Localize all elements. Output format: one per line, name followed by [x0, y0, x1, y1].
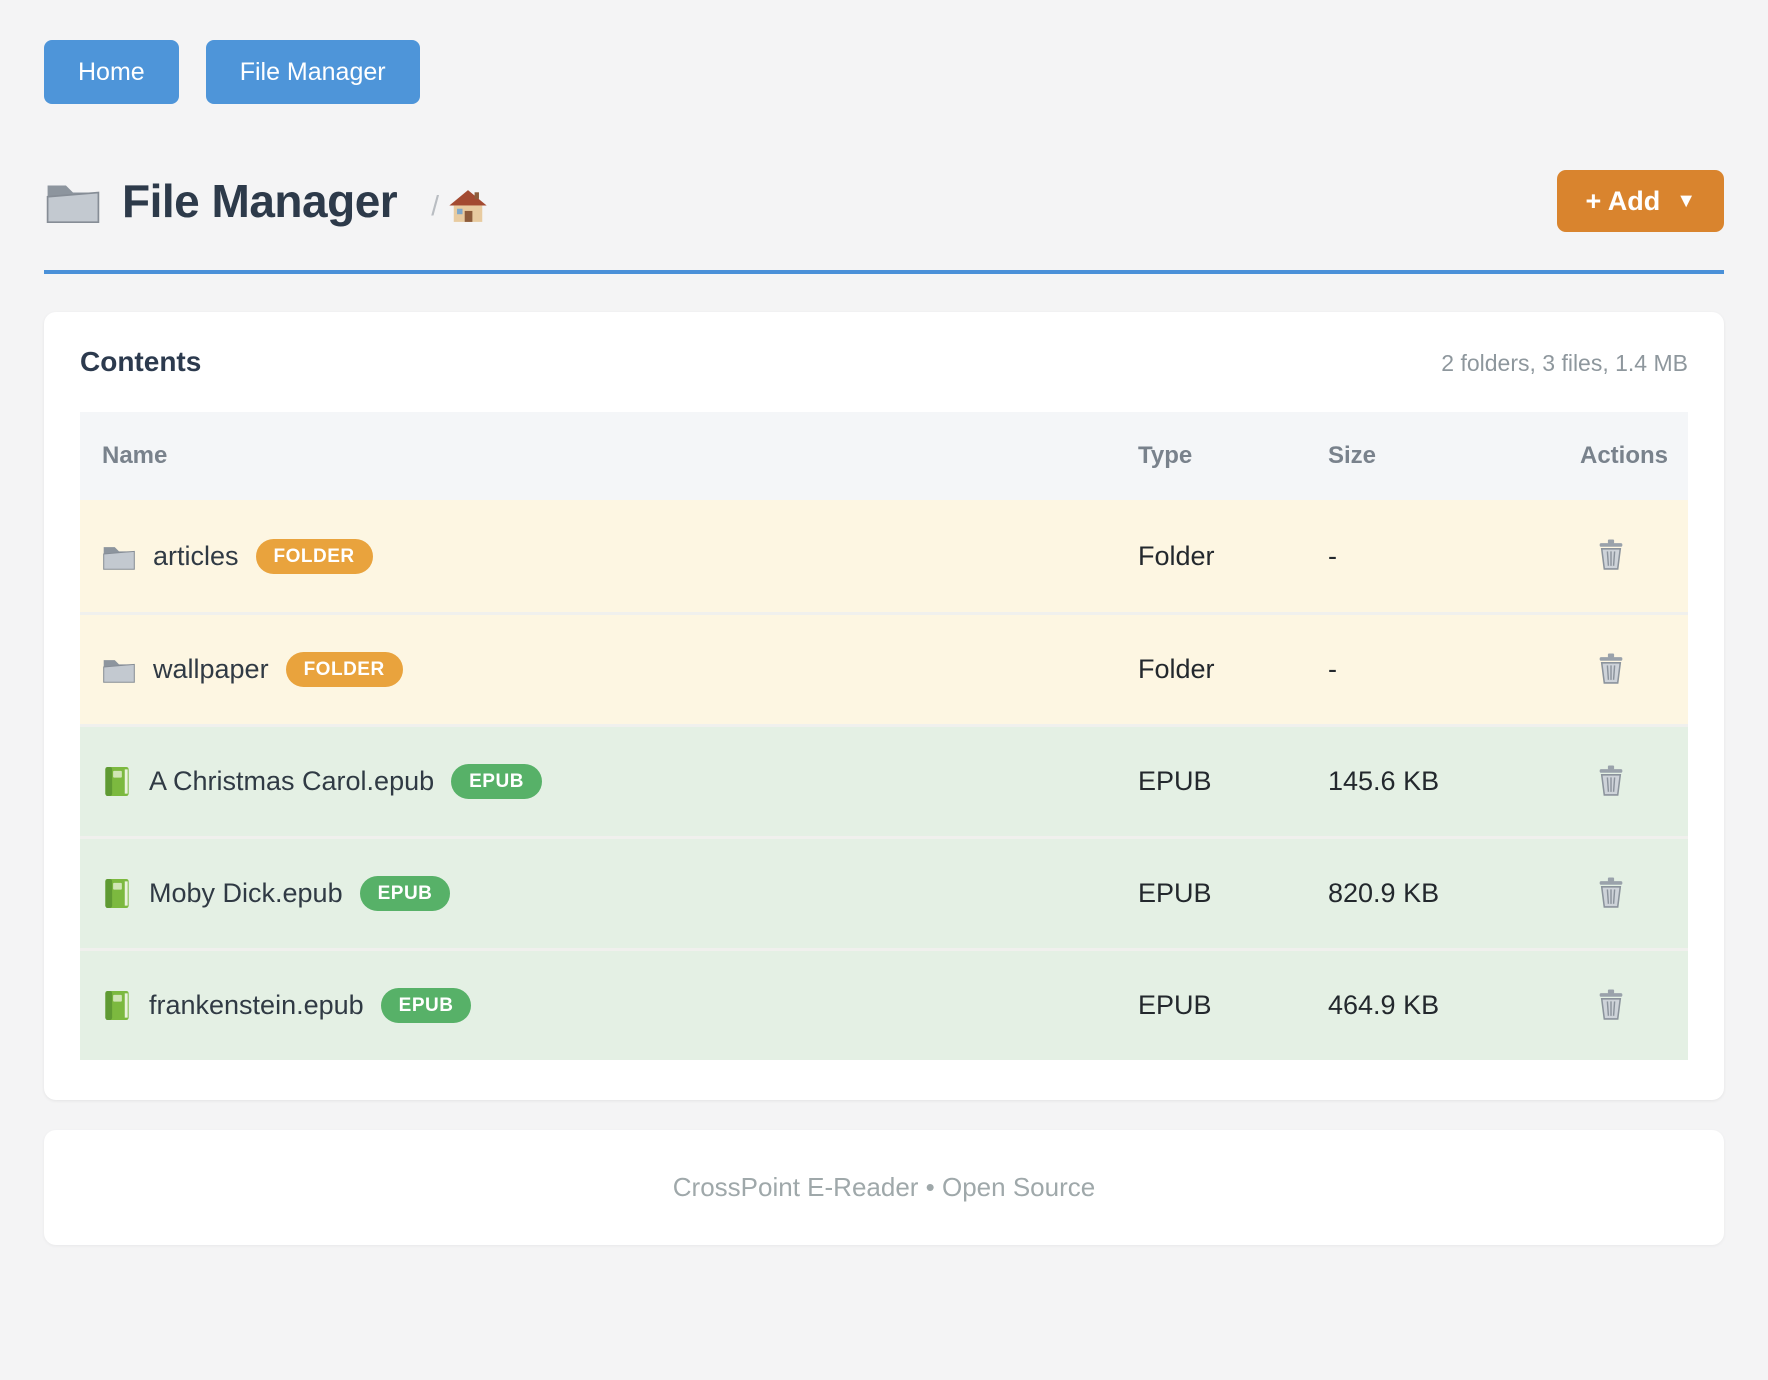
file-name[interactable]: frankenstein.epub: [149, 990, 364, 1020]
file-name[interactable]: articles: [153, 540, 239, 571]
page: Home File Manager File Manager / + Add ▼: [44, 40, 1724, 1245]
size-value: 464.9 KB: [1328, 990, 1440, 1020]
column-header-name: Name: [102, 442, 168, 469]
contents-card: Contents 2 folders, 3 files, 1.4 MB Name…: [44, 312, 1724, 1100]
table-row[interactable]: A Christmas Carol.epub EPUB EPUB 145.6 K…: [80, 724, 1688, 836]
type-badge: FOLDER: [255, 538, 373, 574]
table-row[interactable]: articles FOLDER Folder -: [80, 500, 1688, 612]
type-badge: EPUB: [359, 876, 451, 911]
column-header-type: Type: [1138, 442, 1193, 469]
add-button[interactable]: + Add ▼: [1557, 170, 1724, 232]
type-value: EPUB: [1138, 766, 1212, 796]
breadcrumb-separator: /: [431, 190, 439, 221]
trash-icon: [1596, 988, 1626, 1021]
book-icon: [102, 877, 132, 910]
column-header-actions: Actions: [1580, 442, 1669, 469]
delete-button[interactable]: [1592, 760, 1630, 801]
type-badge: EPUB: [451, 764, 542, 799]
size-value: -: [1328, 654, 1337, 684]
table-row[interactable]: frankenstein.epub EPUB EPUB 464.9 KB: [80, 948, 1688, 1060]
folder-icon: [102, 542, 136, 571]
type-value: EPUB: [1138, 990, 1212, 1020]
delete-button[interactable]: [1592, 984, 1630, 1025]
size-value: -: [1328, 540, 1337, 571]
size-value: 145.6 KB: [1328, 766, 1440, 796]
table-header-row: Name Type Size Actions: [80, 412, 1688, 500]
folder-icon: [102, 655, 136, 684]
home-button[interactable]: Home: [44, 40, 179, 104]
file-manager-button[interactable]: File Manager: [205, 40, 420, 104]
book-icon: [102, 989, 132, 1022]
page-title: File Manager: [122, 175, 398, 227]
folder-icon: [44, 177, 102, 225]
trash-icon: [1596, 652, 1626, 685]
header-divider: [44, 270, 1724, 274]
book-icon: [102, 765, 132, 798]
breadcrumb: /: [431, 189, 487, 223]
file-name[interactable]: Moby Dick.epub: [149, 878, 343, 908]
trash-icon: [1596, 764, 1626, 797]
contents-summary: 2 folders, 3 files, 1.4 MB: [1441, 350, 1688, 376]
trash-icon: [1596, 876, 1626, 909]
type-value: EPUB: [1138, 878, 1212, 908]
file-name[interactable]: A Christmas Carol.epub: [149, 766, 435, 796]
delete-button[interactable]: [1592, 872, 1630, 913]
page-header: File Manager / + Add ▼: [44, 170, 1724, 232]
footer-text: CrossPoint E-Reader • Open Source: [672, 1172, 1096, 1202]
table-row[interactable]: wallpaper FOLDER Folder -: [80, 612, 1688, 724]
add-button-label: + Add: [1585, 185, 1661, 216]
trash-icon: [1596, 538, 1626, 571]
file-name[interactable]: wallpaper: [153, 654, 269, 684]
breadcrumb-home-link[interactable]: [449, 189, 487, 223]
footer: CrossPoint E-Reader • Open Source: [44, 1130, 1724, 1245]
contents-title: Contents: [80, 346, 202, 377]
size-value: 820.9 KB: [1328, 878, 1440, 908]
type-badge: FOLDER: [285, 652, 403, 687]
home-icon: [449, 189, 487, 223]
delete-button[interactable]: [1592, 534, 1630, 575]
column-header-size: Size: [1328, 442, 1377, 469]
file-table: Name Type Size Actions articles FOLDER F…: [80, 412, 1688, 1060]
type-value: Folder: [1138, 654, 1215, 684]
type-value: Folder: [1138, 540, 1215, 571]
delete-button[interactable]: [1592, 648, 1630, 689]
chevron-down-icon: ▼: [1676, 189, 1696, 212]
top-nav: Home File Manager: [44, 40, 1724, 104]
table-row[interactable]: Moby Dick.epub EPUB EPUB 820.9 KB: [80, 836, 1688, 948]
type-badge: EPUB: [380, 988, 472, 1023]
